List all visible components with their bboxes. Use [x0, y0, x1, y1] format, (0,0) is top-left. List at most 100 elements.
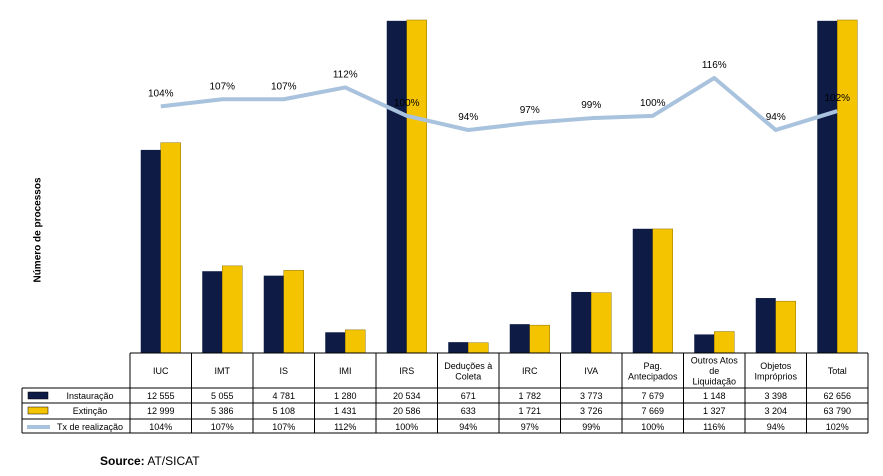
table-value: 94%: [767, 422, 785, 432]
bar-extincao: [837, 19, 858, 354]
table-value: 107%: [211, 422, 234, 432]
table-value: 7 679: [641, 391, 664, 401]
table-value: 1 431: [334, 406, 357, 416]
bar-extincao: [406, 19, 427, 354]
table-value: 112%: [334, 422, 356, 432]
table-value: 104%: [149, 422, 172, 432]
bar-instauracao: [694, 334, 715, 353]
table-value: 7 669: [641, 406, 664, 416]
table-value: 102%: [826, 422, 849, 432]
bar-extincao: [591, 292, 612, 354]
legend-label: Extinção: [73, 406, 108, 416]
legend-label: Instauração: [66, 391, 113, 401]
line-taxa-realizacao: [160, 76, 838, 132]
legend-swatch: [27, 391, 49, 400]
category-label: Pag.: [643, 361, 662, 371]
y-axis-label: Número de processos: [18, 120, 58, 340]
line-data-label: 107%: [209, 81, 235, 92]
line-data-label: 112%: [333, 69, 358, 80]
source-value: AT/SICAT: [147, 454, 200, 468]
table-value: 20 534: [393, 391, 421, 401]
bar-instauracao: [448, 342, 469, 353]
table-value: 20 586: [393, 406, 421, 416]
table-value: 1 280: [334, 391, 357, 401]
category-label: Coleta: [455, 371, 481, 381]
category-label: IVA: [584, 366, 598, 376]
source-note: Source: AT/SICAT: [100, 454, 200, 468]
y-axis-label-text: Número de processos: [32, 177, 44, 283]
category-label: IS: [279, 366, 288, 376]
category-label: Liquidação: [692, 377, 736, 387]
table-value: 3 773: [580, 391, 603, 401]
bar-extincao: [529, 324, 550, 354]
table-value: 1 327: [703, 406, 726, 416]
table-value: 62 656: [823, 391, 851, 401]
bar-instauracao: [386, 20, 407, 353]
table-value: 3 204: [764, 406, 787, 416]
table-value: 94%: [459, 422, 477, 432]
source-label: Source:: [100, 454, 145, 468]
table-value: 100%: [641, 422, 664, 432]
table-value: 107%: [272, 422, 295, 432]
bar-extincao: [160, 142, 181, 354]
category-label: Impróprios: [754, 371, 797, 381]
category-label: Antecipados: [628, 371, 678, 381]
table-value: 3 398: [764, 391, 787, 401]
bar-extincao: [222, 265, 243, 354]
bar-instauracao: [509, 324, 530, 353]
table-value: 116%: [703, 422, 725, 432]
legend-swatch: [27, 406, 49, 415]
bar-instauracao: [632, 228, 653, 353]
table-value: 100%: [395, 422, 418, 432]
table-value: 633: [461, 406, 476, 416]
table-value: 5 386: [211, 406, 234, 416]
legend-label: Tx de realização: [57, 422, 123, 432]
bar-extincao: [283, 270, 304, 354]
table-value: 1 148: [703, 391, 726, 401]
table-value: 671: [461, 391, 476, 401]
bar-instauracao: [325, 332, 346, 353]
category-label: IMT: [215, 366, 231, 376]
category-label: de: [709, 366, 719, 376]
bar-instauracao: [202, 271, 223, 353]
bar-extincao: [652, 228, 673, 354]
table-value: 97%: [521, 422, 539, 432]
line-data-label: 97%: [520, 105, 540, 116]
line-data-label: 94%: [458, 112, 478, 123]
line-data-label: 107%: [271, 81, 297, 92]
line-data-label: 99%: [581, 100, 601, 111]
category-label: IUC: [153, 366, 169, 376]
table-value: 12 555: [147, 391, 175, 401]
category-label: IRS: [399, 366, 414, 376]
line-data-label: 102%: [824, 93, 850, 104]
bar-instauracao: [817, 20, 838, 353]
category-label: IMI: [339, 366, 352, 376]
category-label: Objetos: [760, 361, 792, 371]
category-label: IRC: [522, 366, 538, 376]
bar-extincao: [468, 342, 489, 354]
bar-instauracao: [755, 298, 776, 353]
table-value: 5 055: [211, 391, 234, 401]
category-label: Outros Atos: [691, 356, 739, 366]
bar-instauracao: [571, 291, 592, 353]
table-value: 12 999: [147, 406, 175, 416]
bar-instauracao: [140, 149, 161, 353]
line-data-label: 100%: [640, 98, 666, 109]
table-value: 1 721: [518, 406, 541, 416]
table-value: 1 782: [518, 391, 541, 401]
line-data-label: 94%: [766, 112, 786, 123]
table-value: 99%: [582, 422, 600, 432]
table-value: 63 790: [823, 406, 851, 416]
bar-extincao: [345, 329, 366, 354]
category-label: Total: [828, 366, 847, 376]
table-value: 5 108: [272, 406, 295, 416]
table-value: 3 726: [580, 406, 603, 416]
bar-instauracao: [263, 275, 284, 353]
bar-extincao: [714, 331, 735, 354]
line-data-label: 104%: [148, 88, 174, 99]
line-data-label: 100%: [394, 98, 420, 109]
line-data-label: 116%: [702, 60, 727, 71]
bar-extincao: [775, 300, 796, 354]
category-label: Deduções à: [444, 361, 492, 371]
